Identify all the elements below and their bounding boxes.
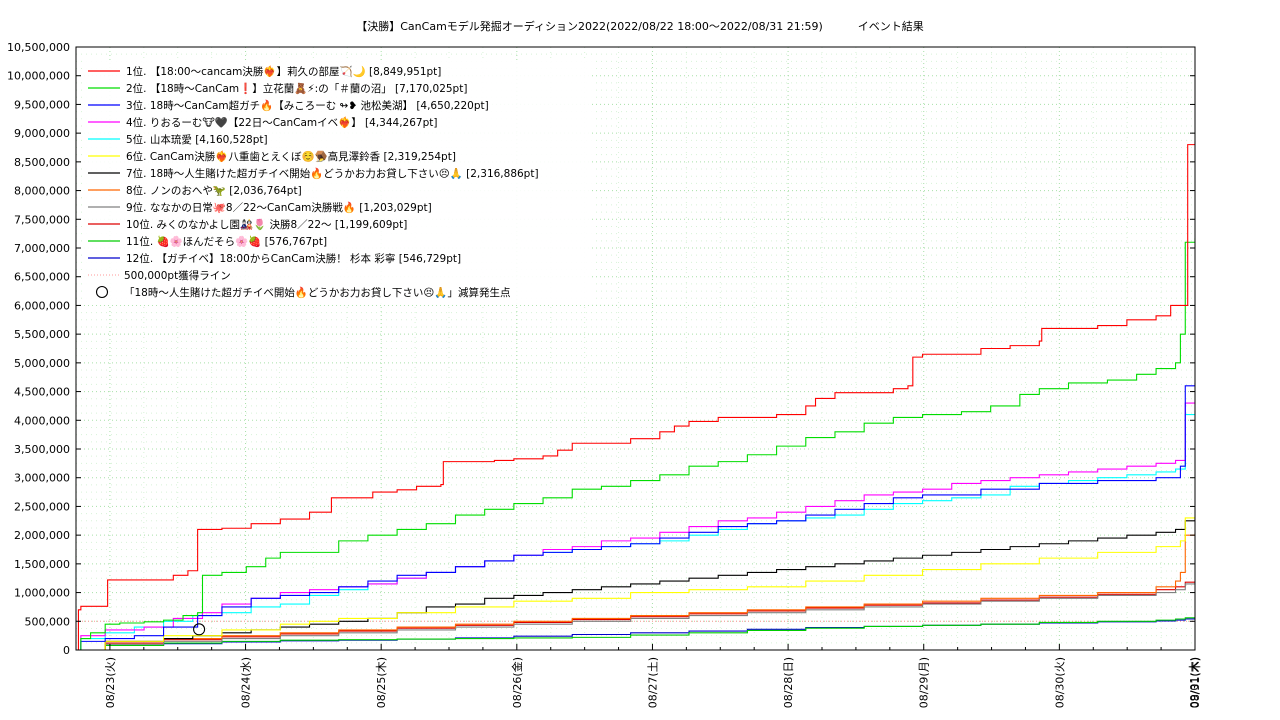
y-tick-label: 6,500,000 [14,271,70,284]
legend-label: 12位. 【ガチイベ】18:00からCanCam決勝！ 杉本 彩寧 [546,7… [126,252,461,265]
y-tick-label: 7,000,000 [14,242,70,255]
legend-label: 9位. ななかの日常🐙8／22〜CanCam決勝戦🔥 [1,203,029pt] [126,201,432,214]
legend: 1位. 【18:00〜cancam決勝❤️‍🔥】莉久の部屋🏹🌙 [8,849,9… [82,60,592,305]
x-tick-label: 08/31(木) [1189,657,1202,708]
series-line [76,141,1195,650]
y-tick-label: 9,000,000 [14,127,70,140]
legend-label: 10位. みくのなかよし園🎎🌷 決勝8／22〜 [1,199,609pt] [126,218,407,231]
x-tick-label: 08/29(月) [918,657,931,708]
y-tick-label: 6,000,000 [14,299,70,312]
y-tick-label: 8,500,000 [14,156,70,169]
series-line [76,238,1195,650]
y-tick-label: 3,500,000 [14,443,70,456]
x-tick-label: 08/24(水) [240,657,253,708]
y-tick-label: 4,500,000 [14,386,70,399]
series-line [76,618,1195,650]
x-tick-label: 08/28(日) [782,657,795,708]
x-tick-label: 08/25(木) [375,657,388,708]
series-line [76,411,1195,650]
legend-swatch-marker [95,285,109,299]
legend-label: 4位. りおるーむ🐮🖤【22日〜CanCamイベ❤️‍🔥】 [4,344,267… [126,116,437,129]
y-tick-label: 4,000,000 [14,414,70,427]
x-tick-label: 08/27(土) [646,657,659,708]
series-line [76,533,1195,650]
x-tick-label: 08/26(金) [510,657,524,708]
y-tick-label: 5,500,000 [14,328,70,341]
x-tick-label: 08/30(火) [1053,657,1066,708]
axis-layer: 0 500,000 1,000,000 1,500,000 2,000,000 2,500… [7,41,1202,708]
y-tick-label: 9,500,000 [14,98,70,111]
y-tick-label: 10,000,000 [7,70,70,83]
series-line [76,516,1195,650]
y-tick-label: 1,000,000 [14,587,70,600]
chart-title-text: 【決勝】CanCamモデル発掘オーディション2022(2022/08/22 18… [356,20,823,33]
series-line [76,382,1195,650]
series-line [76,516,1195,650]
y-tick-label: 8,000,000 [14,185,70,198]
y-tick-label: 500,000 [25,615,71,628]
x-tick-label: 09/01(木) [1188,657,1201,708]
y-tick-label: 7,500,000 [14,213,70,226]
legend-label: 11位. 🍓🌸ほんだそら🌸🍓 [576,767pt] [126,235,327,248]
legend-label: 3位. 18時〜CanCam超ガチ🔥【みころーむ ↬❥ 池松美湖】 [4,650… [126,99,489,112]
legend-label: 2位. 【18時〜CanCam❗】立花蘭🧸⚡:の「＃蘭の沼」 [7,170,02… [126,82,467,95]
y-tick-label: 5,000,000 [14,357,70,370]
y-tick-label: 3,000,000 [14,472,70,485]
legend-label-marker: 「18時〜人生賭けた超ガチイベ開始🔥どうかお力お貸し下さい😣🙏」減算発生点 [124,286,510,299]
legend-background [82,60,592,305]
y-tick-label: 2,000,000 [14,529,70,542]
y-tick-label: 10,500,000 [7,41,70,54]
legend-label: 5位. 山本琉愛 [4,160,528pt] [126,133,268,146]
legend-label-reference: 500,000pt獲得ライン [124,269,231,282]
legend-label: 7位. 18時〜人生賭けた超ガチイベ開始🔥どうかお力お貸し下さい😣🙏 [2,31… [126,167,539,180]
y-tick-label: 0 [63,644,70,657]
series-line [76,616,1195,650]
chart-subtitle-text: イベント結果 [857,20,924,33]
chart-title: 【決勝】CanCamモデル発掘オーディション2022(2022/08/22 18… [0,18,1280,34]
deduction-marker [193,623,206,636]
series-layer [76,141,1195,650]
plot-frame [75,46,1196,651]
legend-label: 6位. CanCam決勝❤️‍🔥八重歯とえくぼ☺️🪤高見澤鈴香 [2,319,2… [126,150,456,163]
y-tick-label: 1,500,000 [14,558,70,571]
legend-label: 8位. ノンのおへや🦖 [2,036,764pt] [126,184,302,197]
legend-label: 1位. 【18:00〜cancam決勝❤️‍🔥】莉久の部屋🏹🌙 [8,849,9… [126,65,441,78]
y-tick-label: 2,500,000 [14,500,70,513]
x-tick-label: 08/23(火) [104,657,117,708]
